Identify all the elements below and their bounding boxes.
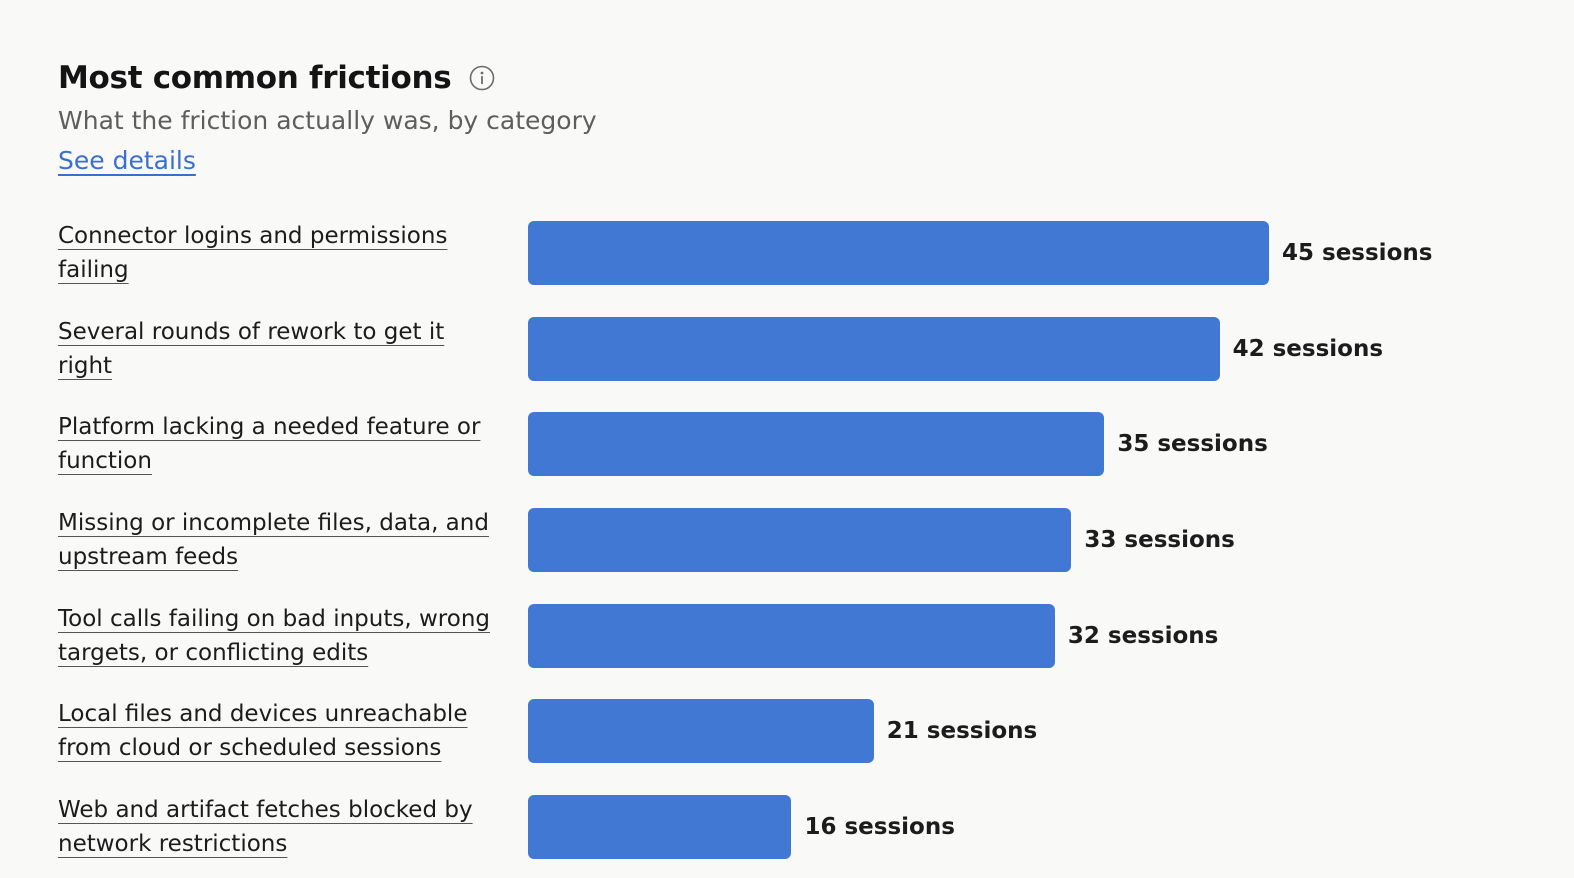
category-label-text[interactable]: Several rounds of rework to get it right bbox=[58, 318, 445, 379]
panel-header: Most common frictions What the friction … bbox=[58, 60, 597, 175]
bar[interactable] bbox=[528, 699, 874, 764]
bar-value-label: 45 sessions bbox=[1282, 240, 1433, 266]
bar-chart: Connector logins and permissions failing… bbox=[58, 221, 1518, 878]
bar-value-label: 21 sessions bbox=[886, 718, 1038, 745]
category-label[interactable]: Platform lacking a needed feature or fun… bbox=[58, 410, 498, 478]
bar-row: Web and artifact fetches blocked by netw… bbox=[58, 793, 1518, 861]
info-circle-icon[interactable] bbox=[469, 65, 495, 91]
bar-value-label: 35 sessions bbox=[1117, 431, 1268, 458]
category-label-text[interactable]: Connector logins and permissions failing bbox=[58, 223, 448, 283]
bar[interactable] bbox=[528, 412, 1105, 477]
category-label-text[interactable]: Platform lacking a needed feature or fun… bbox=[58, 414, 481, 475]
bar-row: Connector logins and permissions failing… bbox=[58, 221, 1518, 285]
category-label-text[interactable]: Web and artifact fetches blocked by netw… bbox=[58, 797, 473, 858]
category-label[interactable]: Local files and devices unreachable from… bbox=[58, 697, 498, 765]
bar-value-label: 42 sessions bbox=[1232, 335, 1384, 362]
bar-row: Platform lacking a needed feature or fun… bbox=[58, 410, 1518, 478]
bar-value-label: 32 sessions bbox=[1067, 622, 1219, 649]
bar[interactable] bbox=[528, 508, 1072, 573]
bar-row: Tool calls failing on bad inputs, wrong … bbox=[58, 602, 1518, 670]
chart-title: Most common frictions bbox=[58, 60, 452, 96]
title-row: Most common frictions bbox=[58, 60, 597, 96]
category-label-text[interactable]: Missing or incomplete files, data, and u… bbox=[58, 510, 489, 571]
category-label-text[interactable]: Tool calls failing on bad inputs, wrong … bbox=[58, 605, 490, 666]
category-label[interactable]: Tool calls failing on bad inputs, wrong … bbox=[58, 602, 498, 670]
bar-row: Local files and devices unreachable from… bbox=[58, 697, 1518, 765]
category-label-text[interactable]: Local files and devices unreachable from… bbox=[58, 701, 468, 762]
see-details-link[interactable]: See details bbox=[58, 146, 196, 175]
bar-row: Several rounds of rework to get it right… bbox=[58, 315, 1518, 383]
bar-row: Missing or incomplete files, data, and u… bbox=[58, 506, 1518, 574]
category-label[interactable]: Several rounds of rework to get it right bbox=[58, 315, 498, 383]
bar[interactable] bbox=[528, 603, 1055, 668]
category-label[interactable]: Missing or incomplete files, data, and u… bbox=[58, 506, 498, 574]
category-label[interactable]: Connector logins and permissions failing bbox=[58, 219, 498, 287]
category-label[interactable]: Web and artifact fetches blocked by netw… bbox=[58, 793, 498, 861]
bar[interactable] bbox=[528, 221, 1269, 285]
bar[interactable] bbox=[528, 795, 792, 860]
chart-subtitle: What the friction actually was, by categ… bbox=[58, 106, 597, 135]
bar[interactable] bbox=[528, 316, 1220, 381]
bar-value-label: 33 sessions bbox=[1084, 527, 1235, 554]
bar-value-label: 16 sessions bbox=[804, 814, 955, 841]
